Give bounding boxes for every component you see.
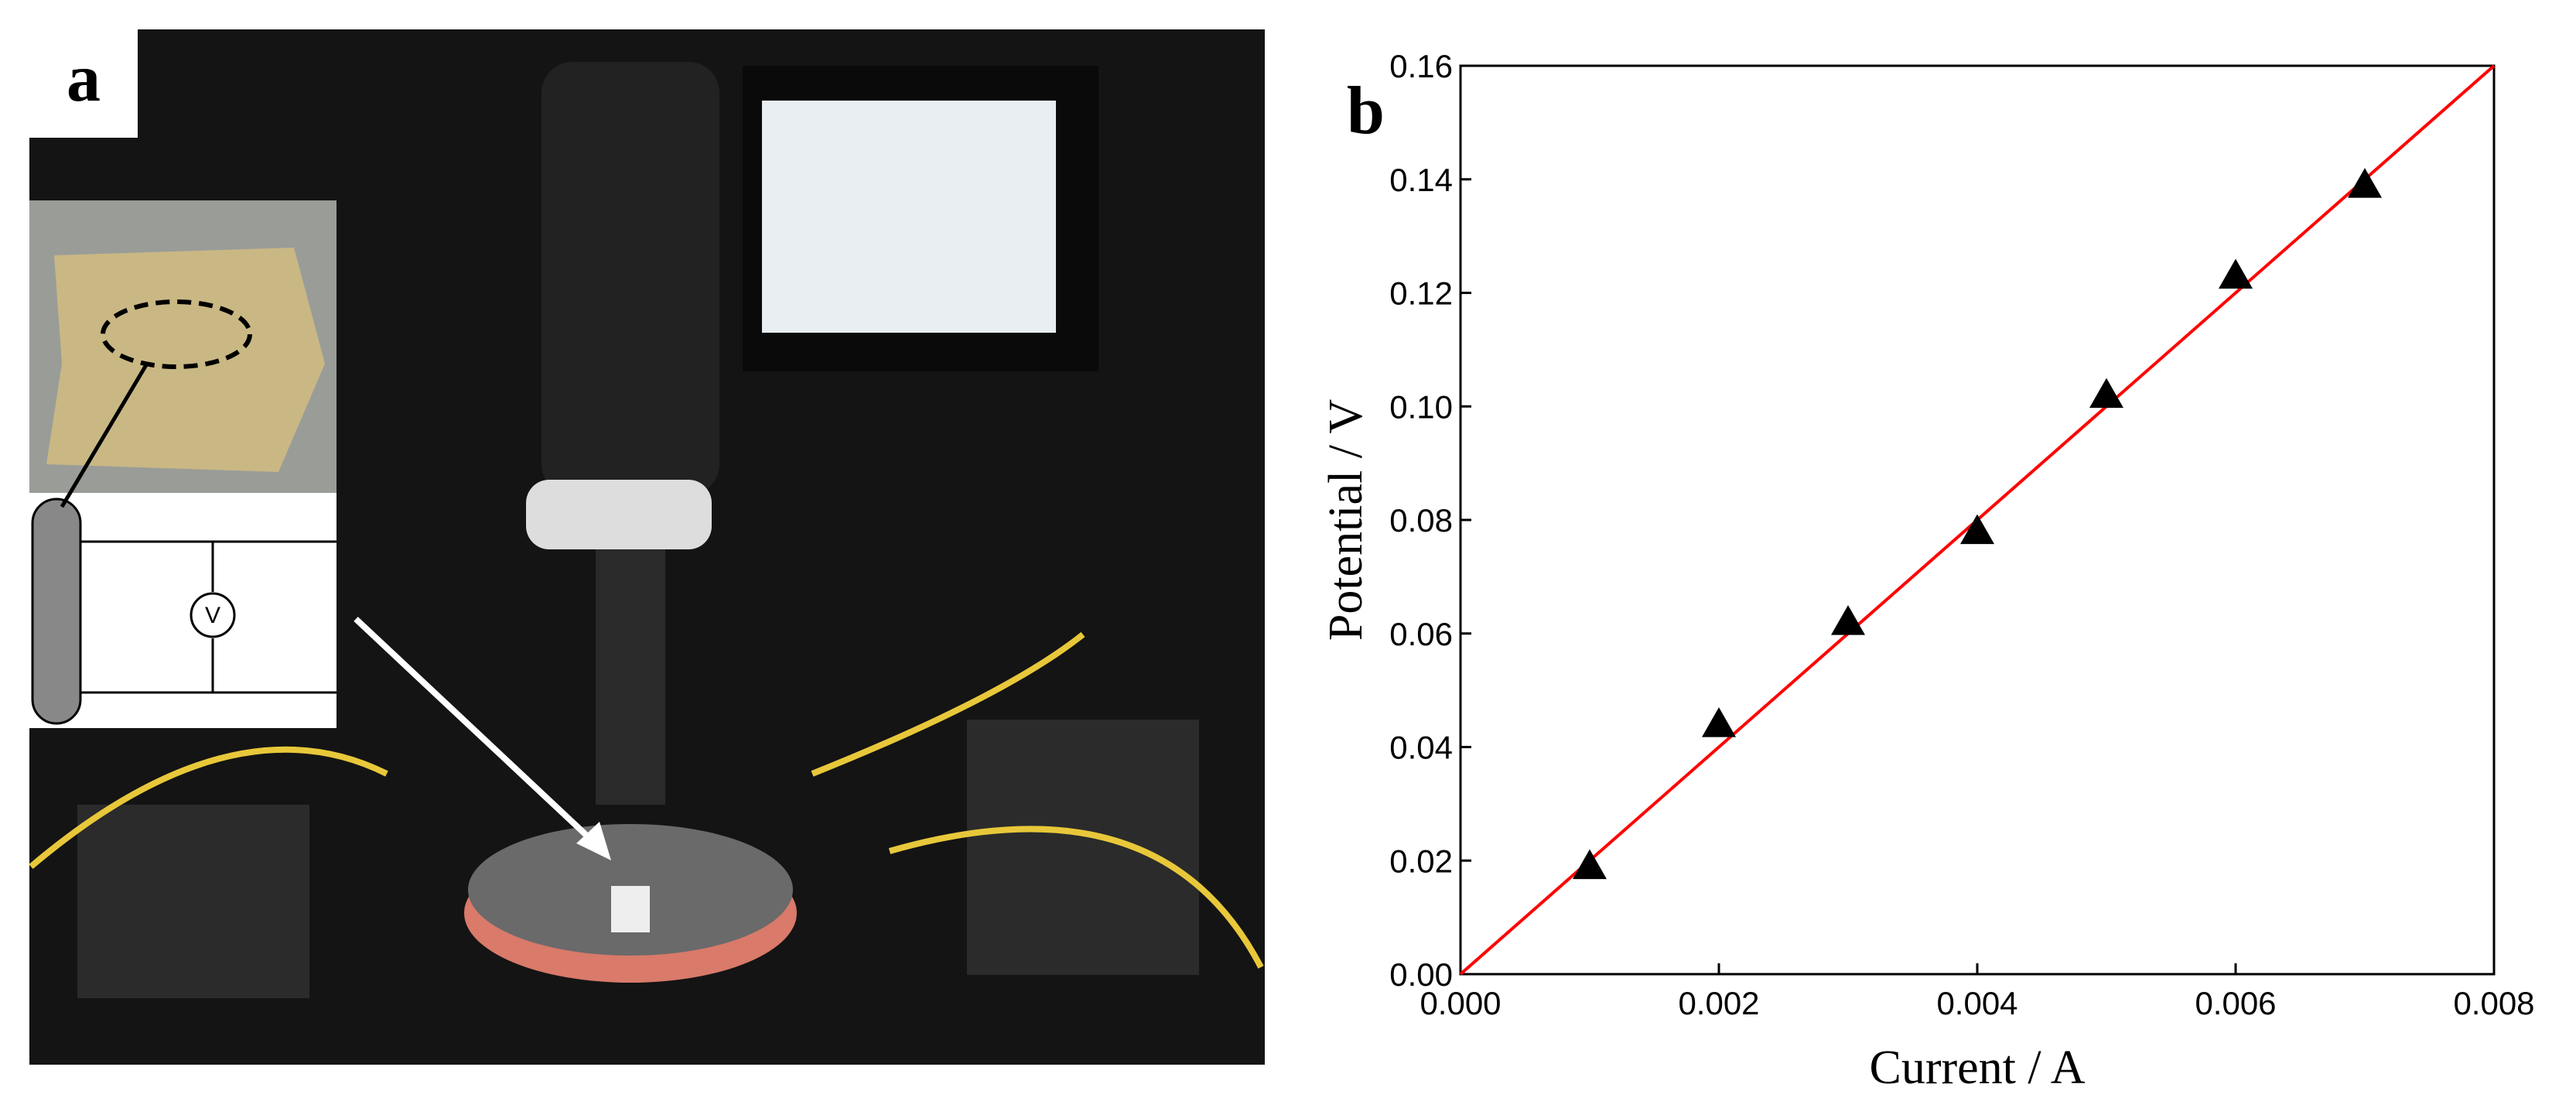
sample: [611, 886, 650, 932]
x-axis-title: Current / A: [1870, 1041, 2086, 1094]
panel-label: b: [1347, 74, 1385, 149]
y-tick-label: 0.08: [1389, 502, 1453, 539]
x-tick-label: 0.006: [2195, 985, 2276, 1021]
data-point: [2348, 168, 2382, 198]
label-box: [29, 29, 138, 138]
sample-film: [46, 248, 325, 472]
positioner-right: [967, 720, 1199, 975]
y-tick-label: 0.02: [1389, 843, 1453, 879]
arrow: [354, 617, 606, 853]
chart: b Current / A Potential / V 0.000 0.002 0.…: [1320, 48, 2535, 1094]
objective: [596, 549, 665, 805]
photo-panel: a V: [29, 29, 1265, 1065]
positioner-left: [77, 805, 309, 998]
circuit-wires: [80, 540, 337, 694]
y-tick-label: 0.10: [1389, 388, 1453, 425]
x-tick-label: 0.008: [2453, 985, 2534, 1021]
x-tick-label: 0.004: [1936, 985, 2017, 1021]
data-point: [1831, 605, 1865, 635]
ring-light: [526, 480, 712, 549]
y-tick-label: 0.14: [1389, 162, 1453, 198]
monitor-screen: [762, 101, 1056, 333]
y-axis-title: Potential / V: [1320, 399, 1372, 641]
highlight-ellipse: [101, 299, 252, 369]
data-point: [2089, 378, 2123, 409]
panel-label: a: [67, 41, 101, 116]
x-tick-label: 0.000: [1420, 985, 1501, 1021]
y-tick-label: 0.04: [1389, 730, 1453, 766]
data-point: [1702, 707, 1736, 737]
voltmeter-label: V: [205, 603, 220, 628]
y-tick-label: 0.06: [1389, 616, 1453, 652]
y-tick-label: 0.00: [1389, 956, 1453, 993]
x-tick-label: 0.002: [1678, 985, 1759, 1021]
data-point: [1960, 514, 1994, 545]
cables: [29, 631, 1264, 969]
conductor: [31, 498, 82, 725]
y-tick-label: 0.16: [1389, 48, 1453, 84]
microscope: [542, 62, 719, 495]
arrowhead: [576, 822, 611, 860]
data-point: [2219, 258, 2253, 289]
voltmeter: [190, 592, 236, 638]
pointer-arrow: [60, 362, 149, 508]
y-tick-label: 0.12: [1389, 275, 1453, 312]
data-point: [1573, 849, 1607, 880]
